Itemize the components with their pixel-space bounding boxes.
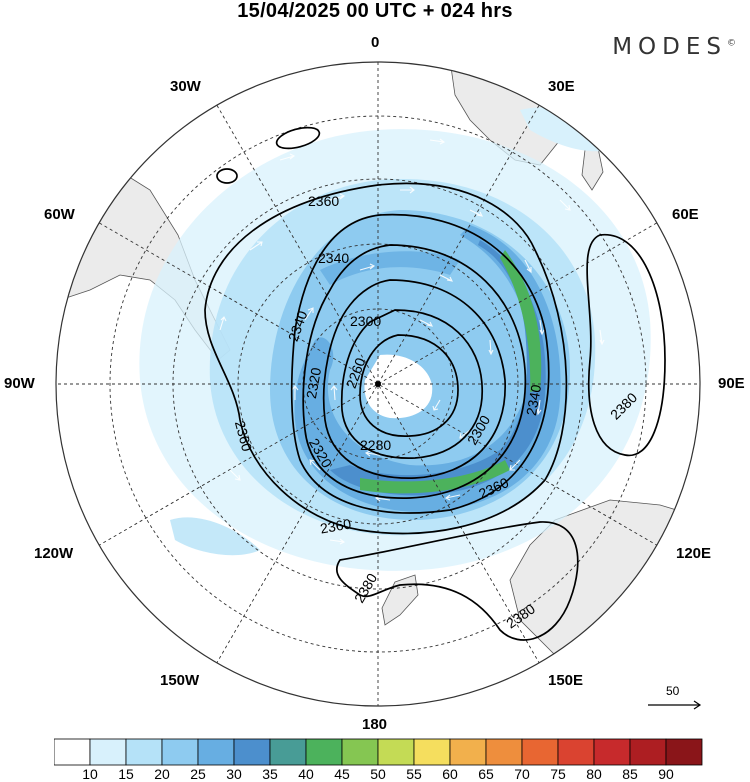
colorbar-swatch [197,738,235,766]
meridian-label-0: 0 [371,34,380,51]
colorbar-swatch [125,738,163,766]
contour-label: 2300 [350,313,382,329]
colorbar-swatch [413,738,451,766]
colorbar-swatch [593,738,631,766]
colorbar-tick-label: 20 [154,766,170,782]
contour-2280 [340,309,483,459]
colorbar-tick-label: 65 [478,766,494,782]
colorbar-tick-label: 30 [226,766,242,782]
meridian-label-30w: 30W [170,78,201,95]
colorbar-swatch [521,738,559,766]
meridian-label-120w: 120W [34,545,74,562]
colorbar [54,738,703,766]
colorbar-swatch [449,738,487,766]
meridian-label-120e: 120E [676,545,712,562]
colorbar-swatch [54,738,91,766]
brand-name: MODES [612,34,727,60]
meridian-label-90w: 90W [4,375,35,392]
colorbar-swatch [665,738,703,766]
colorbar-tick-label: 25 [190,766,206,782]
contour-label: 2280 [360,437,392,453]
colorbar-tick-label: 80 [586,766,602,782]
colorbar-tick-label: 90 [658,766,674,782]
contour-2360-outer [204,182,568,535]
map-boundary [55,61,701,707]
colorbar-swatch [629,738,667,766]
colorbar-tick-label: 35 [262,766,278,782]
wind-reference-arrow [648,700,702,710]
colorbar-tick-label: 45 [334,766,350,782]
colorbar-swatch [557,738,595,766]
contour-label: 2360 [308,193,340,209]
pole-marker [375,381,381,387]
new-zealand-land [381,574,419,626]
meridian-label-180: 180 [362,716,388,733]
colorbar-swatch [305,738,343,766]
meridian-label-60e: 60E [672,206,699,223]
colorbar-tick-label: 50 [370,766,386,782]
contour-2380-east [586,234,666,457]
colorbar-swatch [341,738,379,766]
colorbar-swatch [485,738,523,766]
meridian-label-90e: 90E [718,375,745,392]
contour-2300 [322,279,506,479]
colorbar-tick-label: 70 [514,766,530,782]
meridian-label-60w: 60W [44,206,75,223]
contour-label: 2340 [318,250,350,266]
colorbar-tick-label: 40 [298,766,314,782]
colorbar-tick-label: 60 [442,766,458,782]
contour-2380-south [335,521,579,641]
colorbar-tick-label: 75 [550,766,566,782]
wind-speed-shading [139,107,651,571]
wind-reference-label: 50 [666,684,680,698]
colorbar-swatch [89,738,127,766]
colorbar-swatch [161,738,199,766]
colorbar-swatch [269,738,307,766]
colorbar-tick-label: 15 [118,766,134,782]
meridian-label-150e: 150E [548,672,584,689]
contour-2320 [302,244,527,499]
contour-2260 [359,334,459,437]
colorbar-tick-label: 55 [406,766,422,782]
contour-2340 [290,213,550,514]
brand-logo: MODES© [612,34,736,60]
height-contours [204,126,666,641]
colorbar-swatch [377,738,415,766]
colorbar-tick-label: 85 [622,766,638,782]
wind-arrows [219,138,605,545]
chart-title: 15/04/2025 00 UTC + 024 hrs [237,0,513,22]
meridian-label-30e: 30E [548,78,575,95]
map-disk [56,62,700,706]
meridian-label-150w: 150W [160,672,200,689]
colorbar-swatch [233,738,271,766]
colorbar-tick-label: 10 [82,766,98,782]
